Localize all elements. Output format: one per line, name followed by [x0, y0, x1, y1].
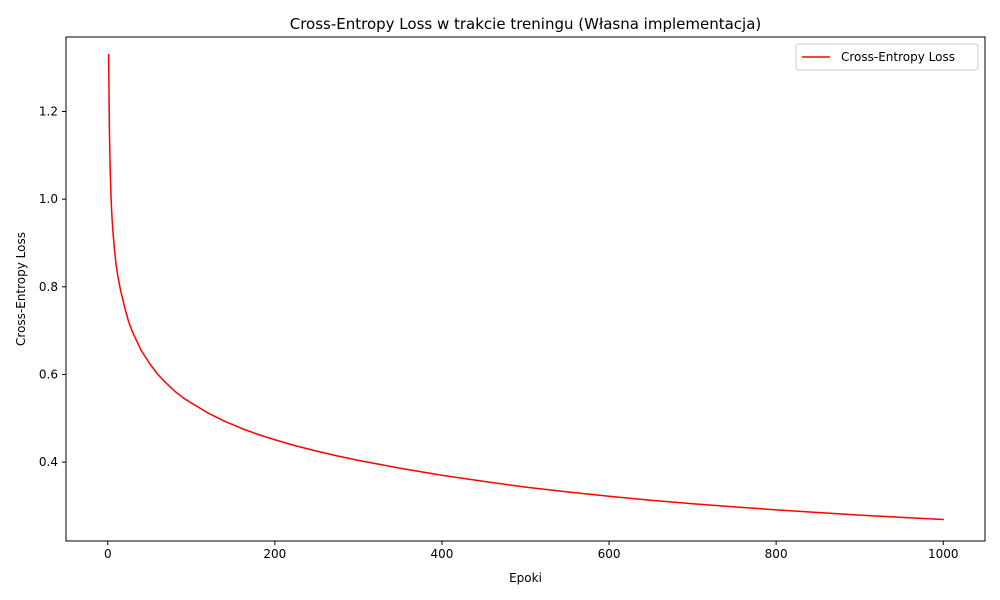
x-tick-label: 200 — [263, 547, 286, 561]
plot-frame — [65, 36, 986, 542]
x-tick-label: 1000 — [928, 547, 959, 561]
x-tick-label: 400 — [431, 547, 454, 561]
y-axis-label: Cross-Entropy Loss — [14, 232, 28, 346]
plot-area — [66, 37, 985, 541]
x-tick-label: 600 — [598, 547, 621, 561]
series-line-cross-entropy-loss — [107, 53, 944, 521]
y-tick-label: 0.6 — [39, 367, 58, 381]
x-tick-label: 0 — [104, 547, 112, 561]
chart-title: Cross-Entropy Loss w trakcie treningu (W… — [290, 15, 762, 33]
y-tick-label: 0.4 — [39, 455, 58, 469]
legend: Cross-Entropy Loss — [795, 43, 979, 71]
legend-label: Cross-Entropy Loss — [841, 50, 955, 64]
legend-box — [795, 43, 979, 71]
y-tick-label: 0.8 — [39, 280, 58, 294]
x-axis-label: Epoki — [509, 571, 542, 585]
x-tick-label: 800 — [765, 547, 788, 561]
series-layer — [107, 53, 944, 521]
y-tick-label: 1.0 — [39, 192, 58, 206]
y-axis-ticks: 0.4 0.6 0.8 1.0 1.2 — [39, 105, 66, 469]
x-axis-ticks: 0 200 400 600 800 1000 — [104, 541, 959, 561]
y-tick-label: 1.2 — [39, 105, 58, 119]
